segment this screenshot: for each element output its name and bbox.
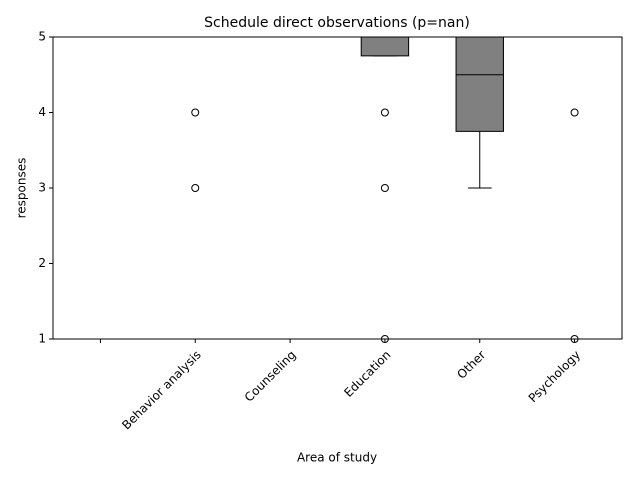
- x-axis-label: Area of study: [297, 451, 377, 465]
- x-tick-label: Counseling: [242, 348, 299, 405]
- y-tick-label: 3: [38, 181, 46, 195]
- x-tick-label: Psychology: [526, 348, 584, 406]
- y-tick-label: 4: [38, 105, 46, 119]
- y-tick-label: 5: [38, 30, 46, 44]
- chart-title: Schedule direct observations (p=nan): [204, 15, 470, 31]
- plot-frame: [52, 36, 623, 340]
- y-tick-label: 1: [38, 332, 46, 346]
- y-tick-label: 2: [38, 256, 46, 270]
- x-tick-label: Education: [341, 348, 393, 400]
- x-tick-label: Other: [454, 348, 488, 382]
- outlier: [380, 108, 389, 117]
- outlier: [380, 184, 389, 192]
- box: [360, 36, 410, 57]
- x-tick-label: Behavior analysis: [119, 348, 204, 433]
- outlier: [191, 108, 200, 117]
- box: [455, 36, 504, 132]
- outlier: [570, 108, 579, 117]
- y-axis-label: responses: [15, 158, 29, 219]
- outlier: [191, 184, 200, 192]
